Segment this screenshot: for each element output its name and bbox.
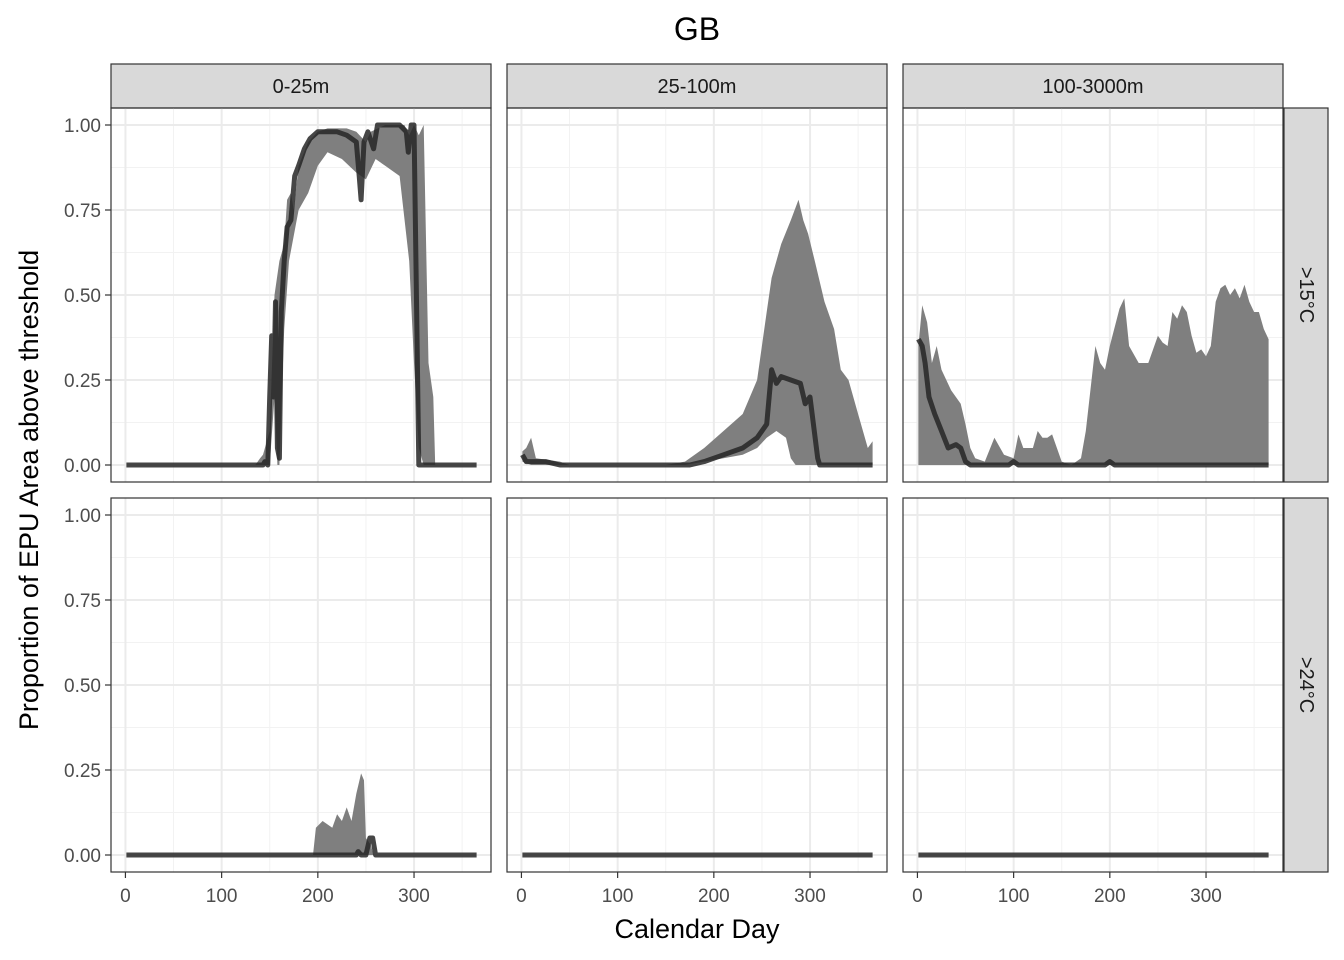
y-axis-label: Proportion of EPU Area above threshold (14, 250, 44, 730)
panel: 0 100 200 300 (506, 497, 888, 907)
ribbon-band (522, 199, 873, 466)
y-tick-label: 0.00 (64, 846, 101, 867)
chart-title: GB (674, 11, 720, 47)
ribbon-band (126, 125, 477, 465)
median-line (126, 835, 477, 858)
facet-panels: 0-25m 25-100m 100-3000m>15°C>24°C0.000.250… (64, 63, 1329, 907)
facet-strip-label: 100-3000m (1042, 76, 1143, 98)
x-tick-label: 100 (602, 886, 634, 907)
median-line (126, 122, 477, 468)
x-tick-label: 200 (302, 886, 334, 907)
x-tick-label: 200 (1094, 886, 1126, 907)
panel: 0.00 0.25 0.50 0.75 1.00 (64, 107, 492, 483)
y-tick-label: 0.50 (64, 676, 101, 697)
ribbon-band (313, 773, 381, 855)
y-tick-label: 1.00 (64, 506, 101, 527)
panel (902, 107, 1284, 483)
x-tick-label: 0 (120, 886, 131, 907)
y-tick-label: 0.25 (64, 371, 101, 392)
median-line (520, 367, 873, 468)
panel: 0.00 0.25 0.50 0.75 1.00 0 100 200 300 (64, 497, 492, 907)
x-tick-label: 200 (698, 886, 730, 907)
x-tick-label: 100 (206, 886, 238, 907)
facet-strip-row (1283, 497, 1329, 873)
facet-strip-column (110, 63, 492, 109)
facet-strip-label: >15°C (1295, 267, 1317, 323)
facet-strip-row (1283, 107, 1329, 483)
panel-border (902, 497, 1284, 873)
facet-strip-label: 0-25m (273, 76, 330, 98)
x-tick-label: 100 (998, 886, 1030, 907)
y-tick-label: 0.75 (64, 201, 101, 222)
facet-strip-label: >24°C (1295, 657, 1317, 713)
ribbon-band (918, 284, 1269, 465)
x-tick-label: 300 (1190, 886, 1222, 907)
x-tick-label: 0 (912, 886, 923, 907)
y-tick-label: 1.00 (64, 116, 101, 137)
y-tick-label: 0.00 (64, 456, 101, 477)
x-tick-label: 0 (516, 886, 527, 907)
panel: 0 100 200 300 (902, 497, 1284, 907)
facet-strip-label: 25-100m (658, 76, 737, 98)
x-axis-label: Calendar Day (614, 914, 780, 944)
panel-border (506, 497, 888, 873)
y-tick-label: 0.75 (64, 591, 101, 612)
facet-strip-column (902, 63, 1284, 109)
x-tick-label: 300 (794, 886, 826, 907)
x-tick-label: 300 (398, 886, 430, 907)
facet-strip-column (506, 63, 888, 109)
panel-border (506, 107, 888, 483)
y-tick-label: 0.25 (64, 761, 101, 782)
y-tick-label: 0.50 (64, 286, 101, 307)
panel-border (902, 107, 1284, 483)
median-line (916, 337, 1269, 468)
panel (506, 107, 888, 483)
